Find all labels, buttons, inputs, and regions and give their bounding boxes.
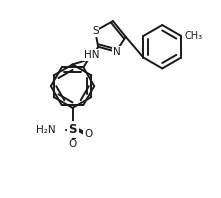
Text: O: O xyxy=(84,129,92,140)
Text: H₂N: H₂N xyxy=(36,125,56,135)
Text: HN: HN xyxy=(84,50,99,60)
Text: CH₃: CH₃ xyxy=(185,31,203,41)
Text: N: N xyxy=(113,47,121,57)
Text: O: O xyxy=(69,139,77,149)
Text: S: S xyxy=(68,123,77,136)
Text: S: S xyxy=(92,26,99,36)
